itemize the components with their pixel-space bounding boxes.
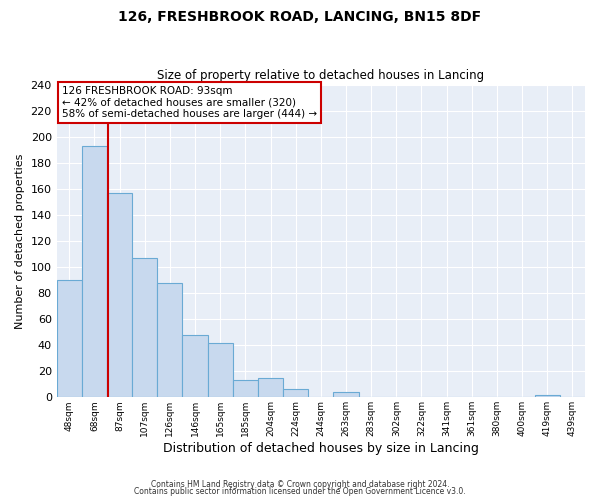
Text: Contains public sector information licensed under the Open Government Licence v3: Contains public sector information licen… bbox=[134, 487, 466, 496]
Text: Contains HM Land Registry data © Crown copyright and database right 2024.: Contains HM Land Registry data © Crown c… bbox=[151, 480, 449, 489]
Bar bbox=[157, 282, 182, 398]
Text: 126, FRESHBROOK ROAD, LANCING, BN15 8DF: 126, FRESHBROOK ROAD, LANCING, BN15 8DF bbox=[118, 10, 482, 24]
Bar bbox=[107, 192, 132, 398]
Bar bbox=[258, 378, 283, 398]
Bar bbox=[535, 394, 560, 398]
Bar bbox=[283, 390, 308, 398]
Bar bbox=[182, 334, 208, 398]
Bar bbox=[334, 392, 359, 398]
Bar bbox=[56, 280, 82, 398]
Title: Size of property relative to detached houses in Lancing: Size of property relative to detached ho… bbox=[157, 69, 484, 82]
Text: 126 FRESHBROOK ROAD: 93sqm
← 42% of detached houses are smaller (320)
58% of sem: 126 FRESHBROOK ROAD: 93sqm ← 42% of deta… bbox=[62, 86, 317, 120]
Bar bbox=[208, 342, 233, 398]
Bar bbox=[82, 146, 107, 398]
Bar bbox=[233, 380, 258, 398]
X-axis label: Distribution of detached houses by size in Lancing: Distribution of detached houses by size … bbox=[163, 442, 479, 455]
Bar bbox=[132, 258, 157, 398]
Y-axis label: Number of detached properties: Number of detached properties bbox=[15, 153, 25, 328]
